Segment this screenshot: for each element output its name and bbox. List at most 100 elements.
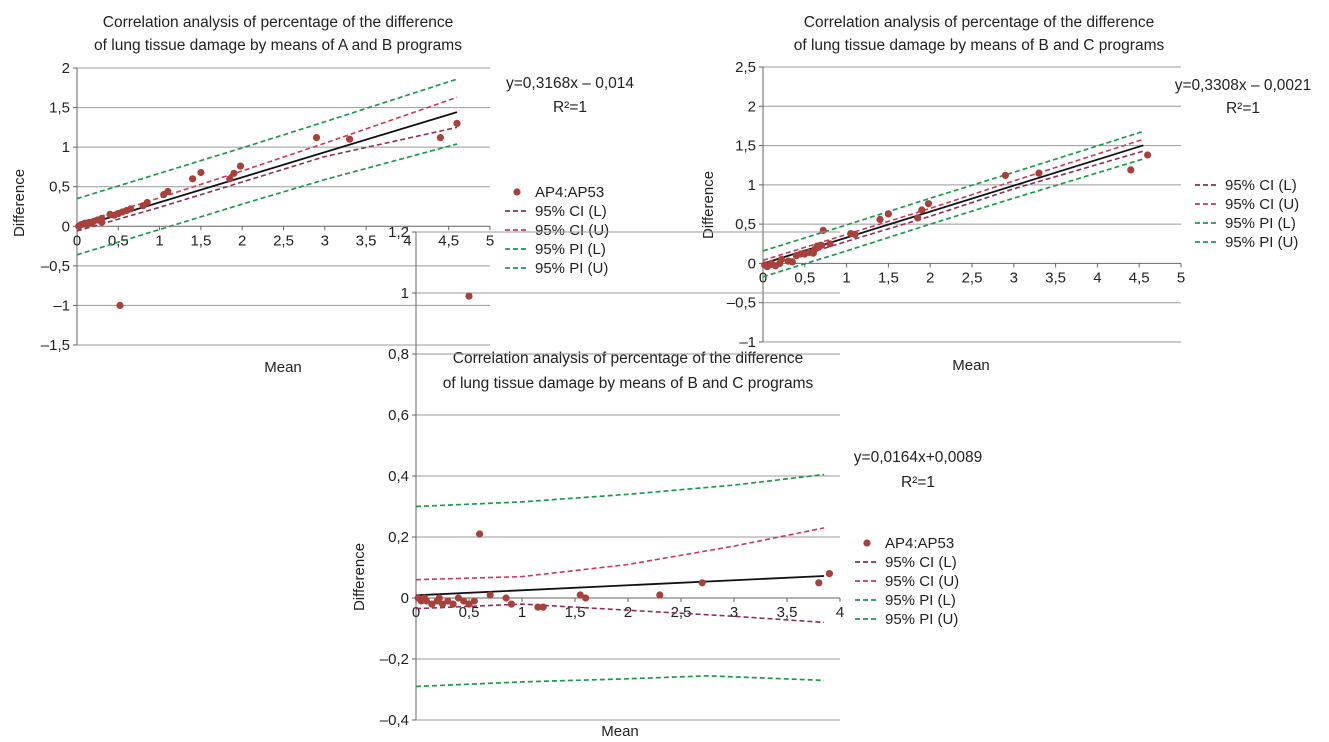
data-point <box>924 200 933 208</box>
x-tick-label: 4 <box>1093 269 1101 286</box>
r-squared: R²=1 <box>553 99 587 116</box>
data-point <box>453 119 461 127</box>
series-ci-upper <box>415 527 825 581</box>
legend-item-label: 95% PI (U) <box>535 260 608 277</box>
data-point <box>777 255 786 264</box>
x-tick-label: 0 <box>73 232 81 249</box>
data-point <box>127 205 135 213</box>
series-pi-lower <box>762 158 1144 278</box>
data-point <box>656 591 664 599</box>
data-point <box>470 597 478 605</box>
y-tick-label: 0,6 <box>388 407 409 424</box>
x-tick-label: 2 <box>926 269 934 286</box>
regression-equation: y=0,3308x – 0,0021 <box>1175 77 1312 94</box>
y-tick-label: –0,5 <box>727 295 756 312</box>
r-squared: R²=1 <box>1226 100 1260 117</box>
x-tick-label: 4 <box>836 604 844 621</box>
legend-marker <box>863 539 871 547</box>
y-tick-label: 1,5 <box>49 100 70 117</box>
regression-equation: y=0,0164x+0,0089 <box>854 449 982 466</box>
chart-1: Correlation analysis of percentage of th… <box>11 14 634 376</box>
y-tick-label: –0,2 <box>380 651 409 668</box>
y-tick-label: 2 <box>62 60 70 77</box>
x-axis-label: Mean <box>952 357 990 374</box>
series-pi-lower <box>415 674 825 688</box>
data-point <box>1144 151 1152 159</box>
y-tick-label: 0 <box>748 255 756 272</box>
y-tick-label: –1 <box>739 334 756 351</box>
y-tick-label: 0,5 <box>735 216 756 233</box>
data-point <box>346 135 354 143</box>
data-point <box>788 258 796 266</box>
data-point <box>423 597 431 605</box>
legend-item-label: 95% CI (U) <box>535 222 609 239</box>
y-tick-label: 1 <box>748 177 756 194</box>
data-point <box>164 187 172 196</box>
x-tick-label: 3 <box>1010 269 1018 286</box>
series-ci-upper <box>76 96 458 225</box>
legend-item-label: AP4:AP53 <box>535 184 604 201</box>
chart-title-line: Correlation analysis of percentage of th… <box>804 14 1154 31</box>
data-point <box>918 206 926 214</box>
y-tick-label: 0 <box>62 218 70 235</box>
x-tick-label: 0 <box>412 604 420 621</box>
x-tick-label: 0,5 <box>794 269 815 286</box>
x-tick-label: 0,5 <box>108 232 129 249</box>
x-tick-label: 1,5 <box>878 269 899 286</box>
data-point <box>1001 171 1010 179</box>
data-point <box>465 600 473 608</box>
series-pi-upper <box>76 78 458 200</box>
data-point <box>825 570 834 578</box>
data-point <box>435 594 443 602</box>
data-point <box>454 594 462 602</box>
data-point <box>819 226 827 234</box>
y-axis-label: Difference <box>351 543 368 611</box>
x-tick-label: 4,5 <box>438 232 459 249</box>
legend-item-label: 95% PI (L) <box>885 592 956 609</box>
y-axis-label: Difference <box>700 171 717 239</box>
legend-item-label: 95% CI (U) <box>1225 196 1299 213</box>
x-tick-label: 3,5 <box>777 604 798 621</box>
legend-item-label: 95% CI (L) <box>885 554 957 571</box>
regression-equation: y=0,3168x – 0,014 <box>506 75 634 92</box>
series-pi-upper <box>415 473 825 508</box>
chart-title-line: of lung tissue damage by means of B and … <box>794 37 1165 54</box>
x-tick-label: 2,5 <box>962 269 983 286</box>
chart-title-line: of lung tissue damage by means of B and … <box>443 375 814 392</box>
chart-title-line: Correlation analysis of percentage of th… <box>103 14 453 31</box>
x-tick-label: 2 <box>238 232 246 249</box>
data-point <box>486 591 494 599</box>
data-point <box>226 175 234 183</box>
legend-item-label: 95% CI (U) <box>885 573 959 590</box>
x-tick-label: 0 <box>759 269 767 286</box>
data-point <box>698 579 706 587</box>
data-point <box>116 301 124 309</box>
series-ci-lower <box>415 603 825 624</box>
data-point <box>817 241 826 249</box>
data-point <box>851 230 859 238</box>
y-tick-label: –1,5 <box>41 337 70 354</box>
data-point <box>576 591 584 599</box>
r-squared: R²=1 <box>901 474 935 491</box>
data-point <box>438 600 447 608</box>
y-tick-label: 0,5 <box>49 179 70 196</box>
x-tick-label: 1,5 <box>565 604 586 621</box>
legend-item-label: 95% PI (U) <box>885 611 958 628</box>
y-tick-label: 0 <box>401 590 409 607</box>
x-tick-label: 1,5 <box>190 232 211 249</box>
data-point <box>876 215 884 223</box>
legend-item-label: AP4:AP53 <box>885 535 954 552</box>
x-tick-label: 3 <box>321 232 329 249</box>
data-point <box>534 603 542 611</box>
chart-title-line: of lung tissue damage by means of A and … <box>94 37 462 54</box>
y-tick-label: 0,8 <box>388 346 409 363</box>
y-tick-label: 1 <box>62 139 70 156</box>
data-point <box>1035 169 1043 177</box>
x-tick-label: 3 <box>730 604 738 621</box>
x-tick-label: 1 <box>518 604 526 621</box>
data-point <box>884 210 893 218</box>
data-point <box>449 600 457 608</box>
series-pi-lower <box>76 143 458 256</box>
series-pi-upper <box>762 130 1144 252</box>
